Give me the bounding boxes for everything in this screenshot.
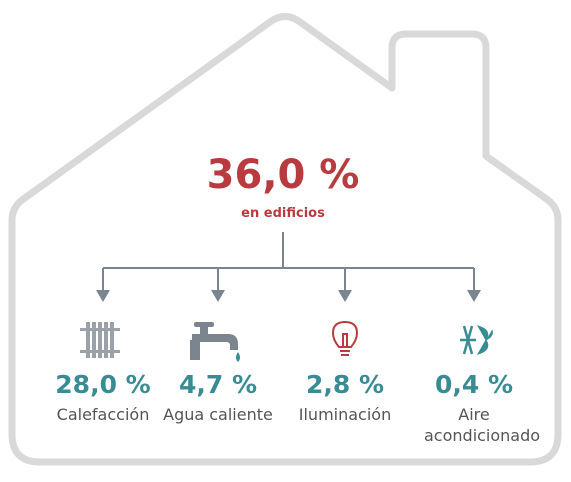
item-value: 4,7 % [178, 370, 258, 399]
item-label: Iluminación [298, 405, 392, 424]
main-label: en edificios [241, 206, 325, 221]
faucet-icon [190, 322, 240, 362]
item-label: Agua caliente [163, 405, 273, 424]
item-label: Calefacción [56, 405, 150, 424]
tree-lines [102, 232, 475, 292]
arrowheads [96, 290, 481, 302]
item-value: 0,4 % [434, 370, 514, 399]
item-value: 28,0 % [55, 370, 151, 399]
item-value: 2,8 % [305, 370, 385, 399]
bulb-icon [331, 320, 359, 356]
house-outline [8, 13, 562, 466]
item-label: Aire acondicionado [424, 405, 541, 445]
radiator-icon [80, 322, 120, 358]
main-value: 36,0 % [206, 152, 360, 198]
ac-icon [460, 325, 493, 355]
